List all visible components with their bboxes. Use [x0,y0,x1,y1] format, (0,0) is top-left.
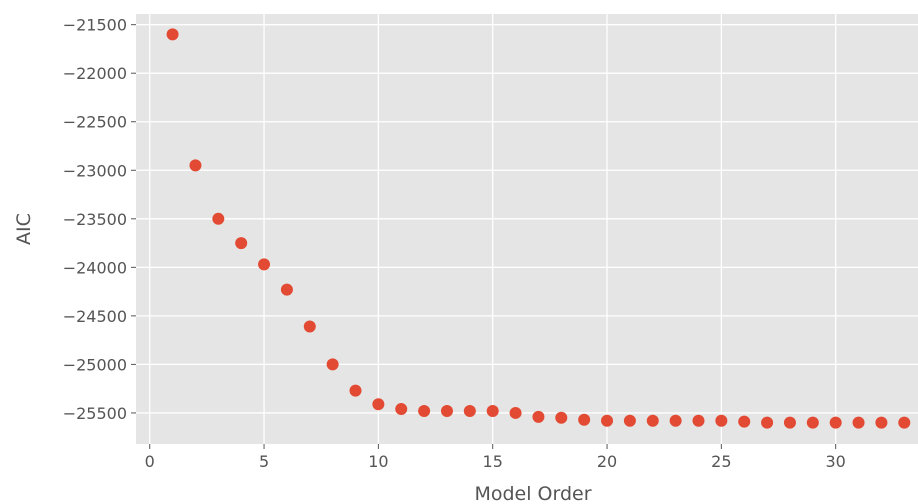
data-point [601,414,614,427]
data-point [875,416,888,429]
data-point [555,411,568,424]
data-point [326,358,339,371]
y-tick-label: −25500 [63,404,127,423]
data-point [280,283,293,296]
data-point [806,416,819,429]
x-tick-label: 20 [597,452,617,471]
x-tick-label: 0 [145,452,155,471]
data-point [486,404,499,417]
data-point [829,416,842,429]
data-point [235,237,248,250]
data-point [715,414,728,427]
y-axis-label: AIC [13,213,35,245]
x-axis-label: Model Order [474,483,591,504]
y-tick-label: −21500 [63,16,127,35]
data-point [349,384,362,397]
x-tick-label: 10 [368,452,388,471]
data-point [646,414,659,427]
data-point [418,404,431,417]
y-tick-label: −24000 [63,258,127,277]
data-points [166,28,911,429]
data-point [898,416,911,429]
y-tick-label: −24500 [63,307,127,326]
data-point [463,404,476,417]
x-tick-label: 30 [826,452,846,471]
data-point [669,414,682,427]
x-tick-label: 15 [483,452,503,471]
data-point [761,416,774,429]
data-point [212,212,225,225]
y-tick-label: −25000 [63,355,127,374]
data-point [189,159,202,172]
x-axis-ticks: 0 5 10 15 20 25 30 [145,444,846,471]
data-point [623,414,636,427]
plot-background [136,14,918,444]
data-point [532,410,545,423]
data-point [258,258,271,271]
y-tick-label: −23500 [63,210,127,229]
data-point [852,416,865,429]
data-point [783,416,796,429]
data-point [372,398,385,411]
data-point [578,413,591,426]
data-point [509,406,522,419]
data-point [166,28,179,41]
x-tick-label: 25 [711,452,731,471]
data-point [738,415,751,428]
data-point [440,404,453,417]
x-tick-label: 5 [259,452,269,471]
y-tick-label: −22000 [63,64,127,83]
y-axis-ticks: −21500 −22000 −22500 −23000 −23500 −24000 −245… [63,16,136,423]
data-point [692,414,705,427]
data-point [303,320,316,333]
y-tick-label: −22500 [63,113,127,132]
y-tick-label: −23000 [63,161,127,180]
grid-lines [136,14,918,444]
data-point [395,403,408,416]
